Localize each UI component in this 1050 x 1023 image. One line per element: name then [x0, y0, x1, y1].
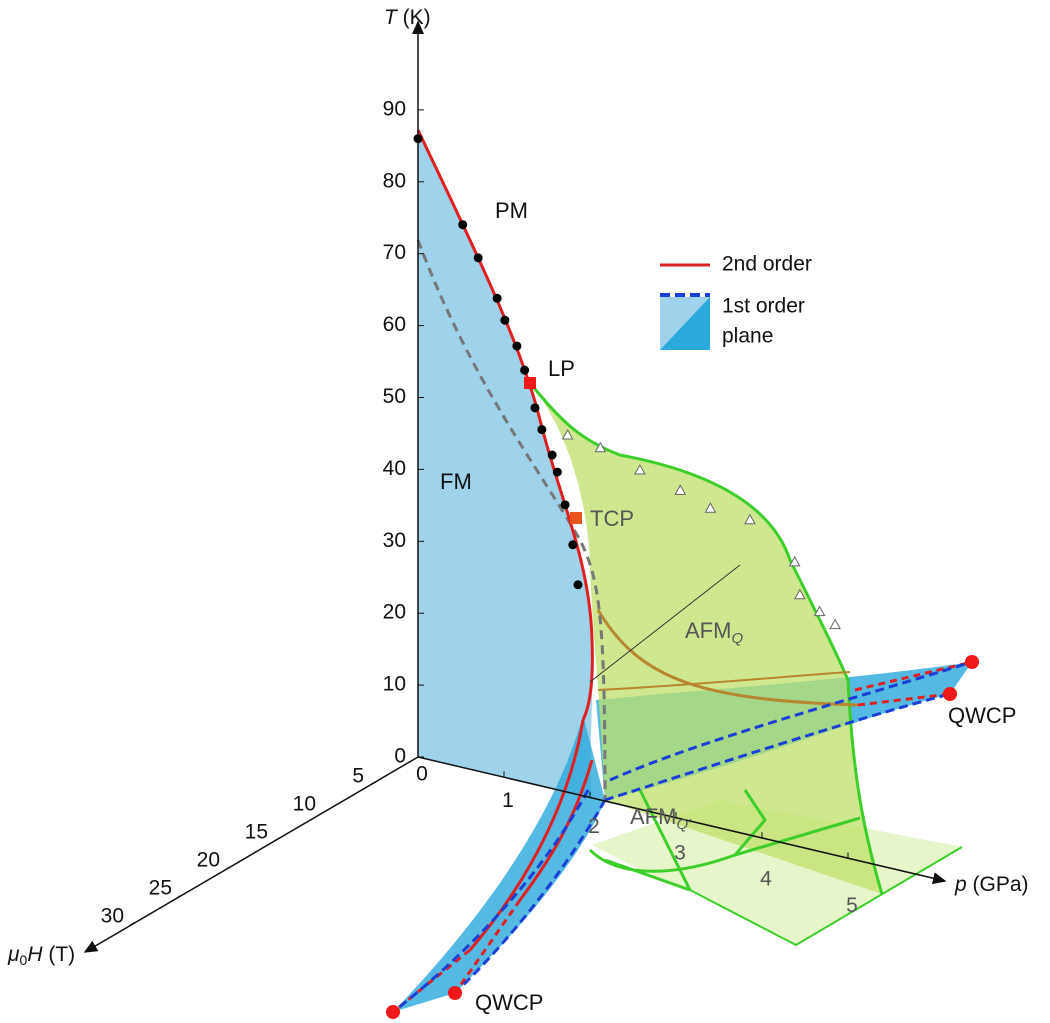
data-circle: [492, 293, 502, 303]
first-order-wing: [393, 715, 605, 1012]
data-circle: [512, 341, 522, 351]
data-circle: [537, 425, 547, 435]
afm-line: [596, 609, 859, 707]
region-label: AFMQ′: [630, 804, 692, 833]
h-tick: [225, 865, 233, 870]
afm-line: [597, 671, 851, 691]
data-triangle: [813, 605, 826, 617]
data-circle: [547, 450, 557, 460]
h-tick: [369, 781, 377, 786]
data-triangle: [634, 463, 646, 475]
data-circle: [573, 580, 583, 590]
t-tick-label: 80: [383, 169, 406, 192]
h-tick-label: 5: [352, 765, 364, 788]
t-tick-label: 20: [383, 601, 406, 624]
region-label: PM: [495, 198, 528, 223]
t-tick-label: 10: [383, 673, 406, 696]
h-tick-label: 15: [245, 821, 268, 844]
data-triangle: [793, 588, 806, 600]
region-label: FM: [440, 469, 472, 494]
afm-q2-plane: [592, 800, 962, 945]
data-triangle: [594, 441, 607, 453]
t-tick-label: 40: [383, 457, 406, 480]
h-tick-label: 30: [101, 905, 124, 928]
afm-q-surface: [530, 383, 882, 894]
legend-label: 1st order: [722, 295, 805, 318]
afm-q2-boundary: [588, 789, 861, 892]
t-tick-label: 50: [383, 385, 406, 408]
t-tick-label: 0: [394, 745, 406, 768]
data-circle: [520, 365, 530, 375]
p-axis-title: p (GPa): [954, 873, 1029, 896]
p-tick-label: 5: [846, 894, 858, 917]
point-label: LP: [548, 356, 575, 381]
dashed-line: [416, 239, 607, 801]
data-circle: [500, 315, 510, 325]
h-tick-label: 25: [149, 877, 172, 900]
data-triangle: [674, 484, 687, 495]
point-label: TCP: [590, 506, 634, 531]
h-tick: [177, 893, 185, 898]
p-tick-label: 3: [674, 841, 686, 864]
t-axis-title: T (K): [384, 6, 431, 29]
second-order-dashed: [392, 660, 973, 1014]
p-tick-label: 1: [502, 789, 514, 812]
p-axis: [417, 756, 947, 885]
h-axis-title: μ0H (T): [7, 943, 75, 968]
legend-label: plane: [722, 325, 773, 348]
data-triangle: [788, 555, 801, 567]
qwcp-point: [965, 655, 979, 669]
fm-plane: [418, 130, 593, 798]
region-label: AFMQ: [685, 618, 743, 647]
p-tick-label: 4: [760, 868, 772, 891]
guide-line: [589, 564, 741, 683]
h-tick-label: 20: [197, 849, 220, 872]
data-circle: [530, 403, 540, 413]
point-label: QWCP: [475, 990, 543, 1015]
t-tick-label: 30: [383, 529, 406, 552]
bottom-edge: [689, 846, 963, 947]
p-tick-label: 0: [416, 763, 428, 786]
qwcp-point: [448, 986, 462, 1000]
h-axis: [83, 756, 419, 953]
data-circle: [560, 500, 570, 510]
data-circle: [568, 540, 578, 550]
data-circle: [552, 467, 562, 477]
legend-label: 2nd order: [722, 253, 812, 276]
data-triangle: [829, 618, 841, 630]
data-circle: [473, 253, 483, 263]
first-order-line: [392, 660, 973, 1014]
second-order-line: [468, 719, 594, 951]
point-label: QWCP: [948, 703, 1016, 728]
h-tick: [273, 837, 281, 842]
t-tick-label: 60: [383, 313, 406, 336]
legend-swatch: [660, 297, 710, 350]
h-tick: [129, 921, 137, 926]
data-circle: [413, 134, 423, 144]
qwcp-point: [943, 687, 957, 701]
data-triangle: [744, 513, 756, 525]
p-tick-label: 2: [588, 815, 600, 838]
t-tick-label: 90: [383, 97, 406, 120]
data-triangle: [704, 502, 717, 513]
tcp-point: [570, 512, 582, 524]
qwcp-point: [386, 1005, 400, 1019]
lp-point: [524, 377, 536, 389]
data-circle: [458, 220, 468, 230]
h-tick-label: 10: [293, 793, 316, 816]
h-tick: [321, 809, 329, 814]
data-triangle: [561, 428, 574, 440]
t-tick-label: 70: [383, 241, 406, 264]
